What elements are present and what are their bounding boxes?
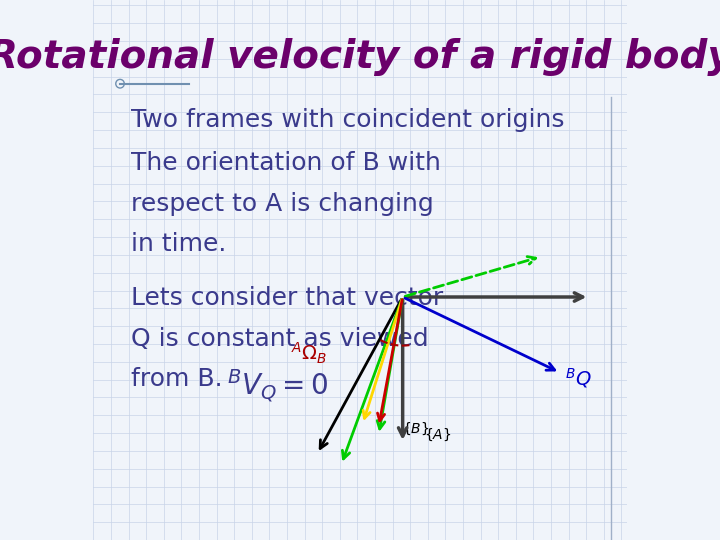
Text: respect to A is changing: respect to A is changing bbox=[131, 192, 433, 215]
Text: Two frames with coincident origins: Two frames with coincident origins bbox=[131, 108, 564, 132]
Text: from B.: from B. bbox=[131, 367, 222, 391]
Text: ${}^{B}V_{Q} = 0$: ${}^{B}V_{Q} = 0$ bbox=[227, 367, 328, 404]
Text: ${}^{A}\Omega_{B}$: ${}^{A}\Omega_{B}$ bbox=[291, 341, 327, 366]
Text: Q is constant as viewed: Q is constant as viewed bbox=[131, 327, 428, 350]
Text: in time.: in time. bbox=[131, 232, 226, 256]
Text: ${}^{B}Q$: ${}^{B}Q$ bbox=[565, 366, 592, 390]
Text: $\{A\}$: $\{A\}$ bbox=[423, 427, 451, 443]
Text: Lets consider that vector: Lets consider that vector bbox=[131, 286, 443, 310]
Text: $\{B\}$: $\{B\}$ bbox=[402, 421, 430, 437]
Text: The orientation of B with: The orientation of B with bbox=[131, 151, 441, 175]
Text: Rotational velocity of a rigid body: Rotational velocity of a rigid body bbox=[0, 38, 720, 76]
